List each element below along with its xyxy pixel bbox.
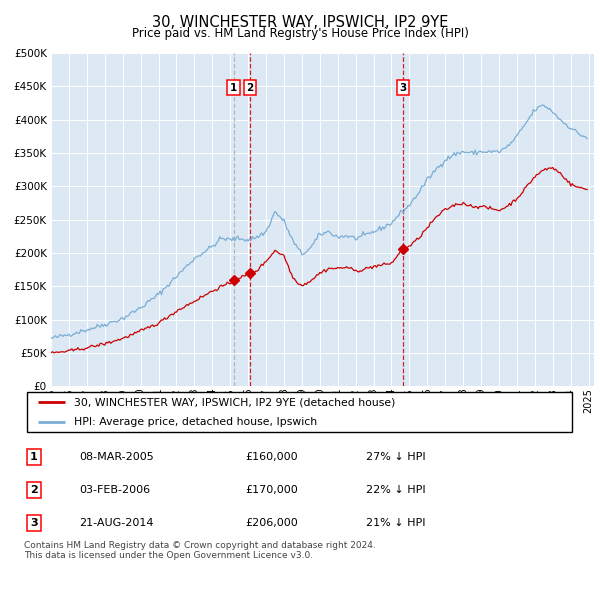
FancyBboxPatch shape: [27, 392, 572, 432]
Text: 22% ↓ HPI: 22% ↓ HPI: [366, 485, 426, 495]
Text: 3: 3: [30, 518, 38, 528]
Text: Contains HM Land Registry data © Crown copyright and database right 2024.
This d: Contains HM Land Registry data © Crown c…: [24, 541, 376, 560]
Text: £206,000: £206,000: [245, 518, 298, 528]
Text: £170,000: £170,000: [245, 485, 298, 495]
Text: 27% ↓ HPI: 27% ↓ HPI: [366, 452, 426, 462]
Text: 3: 3: [400, 83, 407, 93]
Text: 1: 1: [30, 452, 38, 462]
Text: Price paid vs. HM Land Registry's House Price Index (HPI): Price paid vs. HM Land Registry's House …: [131, 27, 469, 40]
Text: HPI: Average price, detached house, Ipswich: HPI: Average price, detached house, Ipsw…: [74, 417, 317, 427]
Text: 1: 1: [230, 83, 237, 93]
Text: £160,000: £160,000: [245, 452, 298, 462]
Text: 30, WINCHESTER WAY, IPSWICH, IP2 9YE (detached house): 30, WINCHESTER WAY, IPSWICH, IP2 9YE (de…: [74, 397, 395, 407]
Text: 21% ↓ HPI: 21% ↓ HPI: [366, 518, 426, 528]
Text: 08-MAR-2005: 08-MAR-2005: [79, 452, 154, 462]
Text: 30, WINCHESTER WAY, IPSWICH, IP2 9YE: 30, WINCHESTER WAY, IPSWICH, IP2 9YE: [152, 15, 448, 30]
Text: 21-AUG-2014: 21-AUG-2014: [79, 518, 154, 528]
Text: 03-FEB-2006: 03-FEB-2006: [79, 485, 151, 495]
Text: 2: 2: [246, 83, 253, 93]
Text: 2: 2: [30, 485, 38, 495]
